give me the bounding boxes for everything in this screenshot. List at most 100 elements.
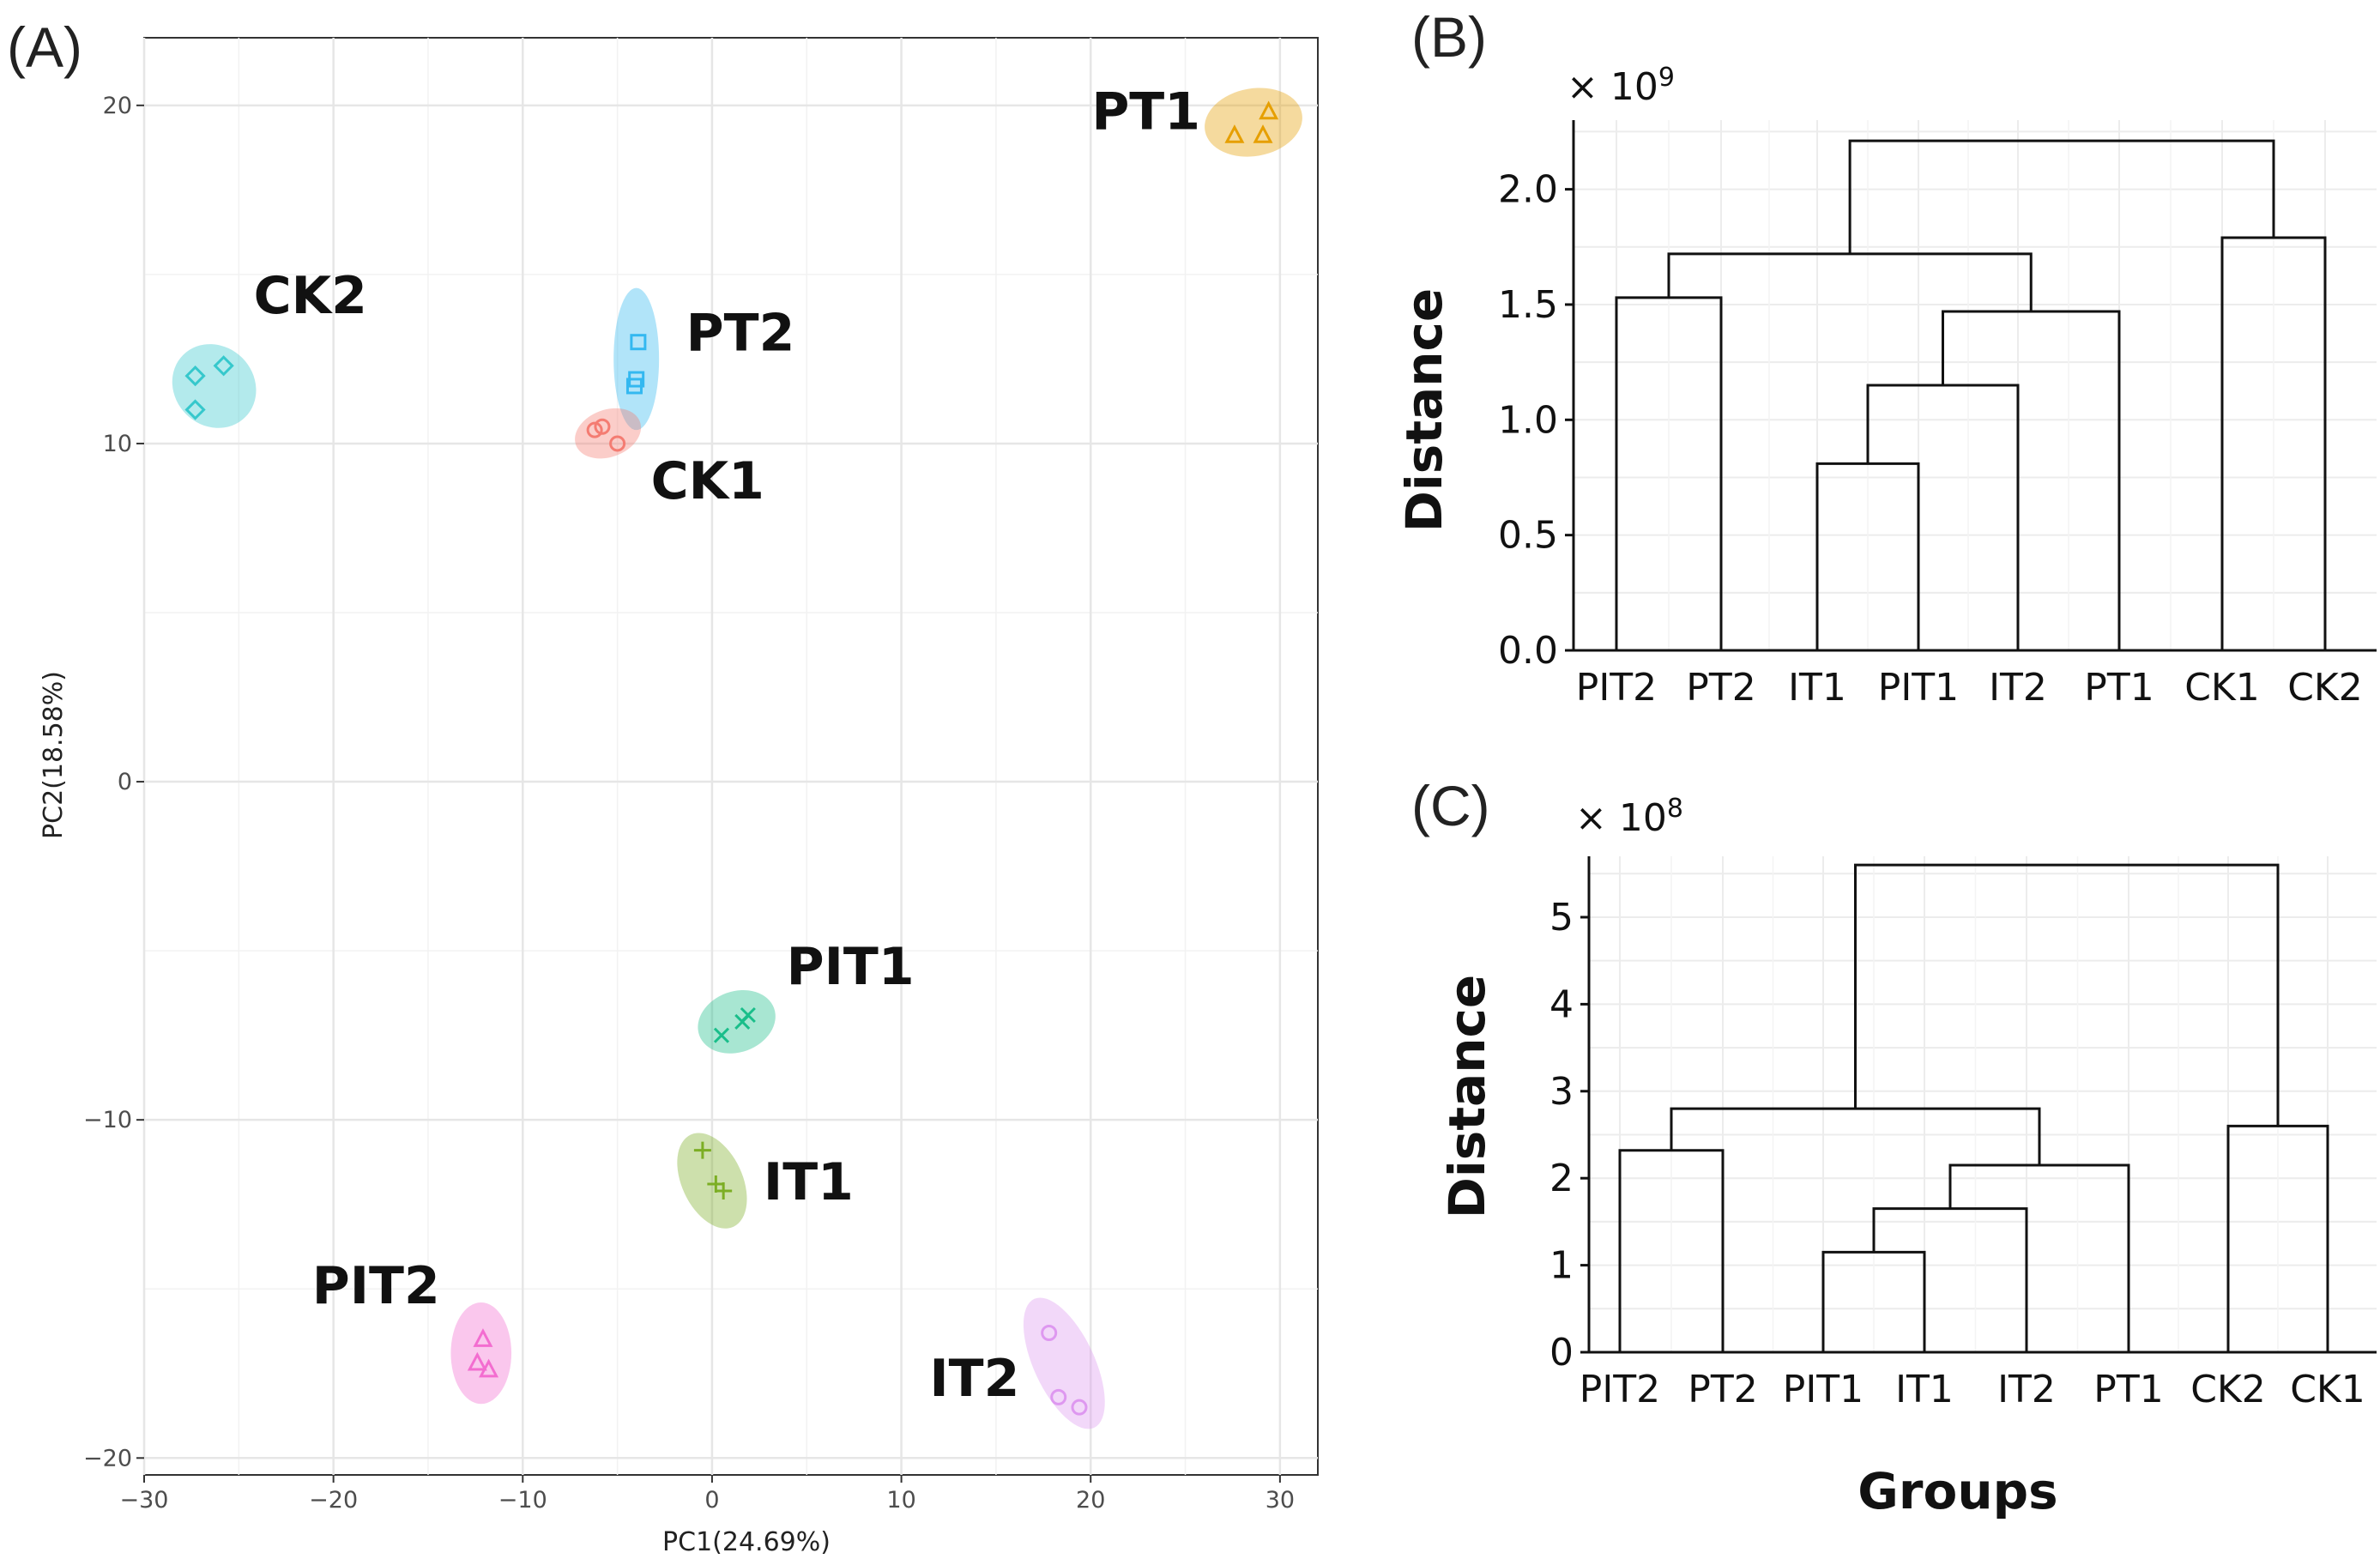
dendrogram-c-multiplier: × 108: [1575, 794, 1683, 840]
data-point: [1259, 100, 1279, 120]
pca-x-ticks: −30 −20 −10 0 10 20 30: [120, 1475, 1295, 1514]
group-label-it1: IT1: [764, 1152, 854, 1212]
leaf-label: IT1: [1788, 666, 1846, 710]
dendrogram-link: [1667, 252, 2033, 312]
x-tick-label: 10: [886, 1487, 915, 1514]
group-label-pt2: PT2: [686, 303, 795, 363]
x-tick-label: 20: [1076, 1487, 1105, 1514]
data-point: [715, 1181, 733, 1199]
y-tick-label: 4: [1549, 982, 1574, 1026]
dendrogram-link: [1615, 296, 1723, 650]
group-label-ck2: CK2: [254, 266, 367, 326]
panel-a-label: (A): [7, 15, 82, 79]
leaf-label: CK1: [2290, 1368, 2365, 1411]
leaf-label: CK1: [2184, 666, 2260, 710]
data-point: [625, 378, 643, 395]
y-tick-label: 3: [1549, 1070, 1574, 1114]
group-ellipse-pt2: [613, 287, 660, 431]
leaf-label: PT2: [1686, 666, 1755, 710]
y-tick-label: 1: [1549, 1244, 1574, 1288]
data-point: [594, 418, 611, 435]
leaf-label: IT2: [1989, 666, 2047, 710]
group-label-pt1: PT1: [1091, 82, 1200, 142]
dendrogram-b-multiplier-base: × 10: [1567, 65, 1658, 109]
pca-gridlines: [142, 38, 1318, 1475]
data-point: [740, 1006, 756, 1024]
data-point: [586, 421, 603, 438]
dendrogram-b-panel: (B) × 109 0.0 0.5 1.0 1.5 2.0 PIT2 PT2 IT1 PIT1…: [1395, 5, 2377, 710]
leaf-label: IT1: [1895, 1368, 1954, 1411]
pca-y-axis-title: PC2(18.58%): [39, 671, 69, 839]
data-point: [473, 1328, 493, 1347]
dendrogram-c-panel: (C) × 108 0 1 2 3 4 5 PIT2 PT2 PIT1 IT1 IT2 PT1 CK2…: [1411, 774, 2377, 1520]
leaf-label: PT2: [1688, 1368, 1757, 1411]
dendrogram-b-leaf-labels: PIT2 PT2 IT1 PIT1 IT2 PT1 CK1 CK2: [1576, 666, 2363, 710]
data-point: [1224, 124, 1245, 143]
data-point: [609, 435, 626, 452]
dendrogram-b-y-ticks: 0.0 0.5 1.0 1.5 2.0: [1498, 168, 1574, 673]
dendrogram-c-tree: [1618, 863, 2329, 1352]
y-tick-label: 0.5: [1498, 514, 1558, 558]
dendrogram-link: [1670, 1107, 2041, 1165]
data-point: [184, 399, 206, 420]
dendrogram-c-gridlines: [1589, 856, 2377, 1353]
group-ellipse-pit2: [450, 1302, 512, 1405]
dendrogram-link: [1815, 462, 1920, 650]
data-point: [693, 1141, 711, 1159]
x-tick-label: 30: [1266, 1487, 1295, 1514]
dendrogram-link: [1872, 1207, 2028, 1352]
x-tick-label: 0: [704, 1487, 719, 1514]
dendrogram-c-y-ticks: 0 1 2 3 4 5: [1549, 896, 1589, 1375]
data-point: [1041, 1324, 1058, 1341]
y-tick-label: 1.5: [1498, 283, 1558, 327]
x-tick-label: −10: [498, 1487, 547, 1514]
dendrogram-b-axes: [1572, 120, 2377, 652]
dendrogram-c-multiplier-exp: 8: [1667, 794, 1683, 824]
y-tick-label: 20: [103, 93, 132, 119]
dendrogram-c-axes: [1587, 856, 2377, 1354]
leaf-label: CK2: [2287, 666, 2363, 710]
y-tick-label: 2: [1549, 1157, 1574, 1200]
leaf-label: PIT2: [1580, 1368, 1660, 1411]
group-ellipse-ck2: [172, 344, 257, 428]
dendrogram-link: [2220, 236, 2327, 650]
y-tick-label: −20: [83, 1445, 132, 1471]
y-tick-label: 10: [103, 431, 132, 457]
data-point: [1050, 1388, 1067, 1405]
y-tick-label: 1.0: [1498, 398, 1558, 442]
data-point: [467, 1351, 487, 1371]
x-tick-label: −30: [120, 1487, 169, 1514]
group-ellipse-pit1: [698, 989, 776, 1054]
dendrogram-link: [1821, 1250, 1926, 1352]
dendrogram-b-multiplier: × 109: [1567, 63, 1675, 109]
dendrogram-c-y-axis-title: Distance: [1438, 975, 1496, 1218]
dendrogram-b-multiplier-exp: 9: [1658, 63, 1675, 93]
data-point: [630, 334, 647, 351]
y-tick-label: −10: [83, 1107, 132, 1133]
pca-x-axis-title: PC1(24.69%): [662, 1527, 831, 1557]
dendrogram-c-leaf-labels: PIT2 PT2 PIT1 IT1 IT2 PT1 CK2 CK1: [1580, 1368, 2365, 1411]
y-tick-label: 2.0: [1498, 168, 1558, 212]
y-tick-label: 0: [1549, 1331, 1574, 1375]
dendrogram-c-x-axis-title: Groups: [1857, 1462, 2057, 1520]
pca-points: [184, 100, 1279, 1416]
leaf-label: CK2: [2190, 1368, 2266, 1411]
panel-b-label: (B): [1411, 5, 1487, 69]
y-tick-label: 0.0: [1498, 629, 1558, 673]
pca-ellipses: [172, 88, 1302, 1429]
leaf-label: PT1: [2093, 1368, 2163, 1411]
data-point: [213, 355, 234, 377]
dendrogram-c-multiplier-base: × 10: [1575, 796, 1667, 840]
group-label-ck1: CK1: [651, 451, 764, 511]
leaf-label: PT1: [2084, 666, 2153, 710]
dendrogram-link: [1854, 863, 2280, 1127]
dendrogram-link: [1848, 139, 2275, 254]
dendrogram-link: [1948, 1163, 2130, 1352]
y-tick-label: 0: [118, 769, 132, 795]
leaf-label: PIT2: [1576, 666, 1657, 710]
group-ellipse-it1: [677, 1133, 747, 1229]
pca-group-labels: PT1 CK2 PT2 CK1 PIT1 IT1 PIT2 IT2: [254, 82, 1200, 1409]
dendrogram-b-y-axis-title: Distance: [1395, 288, 1453, 532]
dendrogram-b-tree: [1615, 139, 2327, 650]
